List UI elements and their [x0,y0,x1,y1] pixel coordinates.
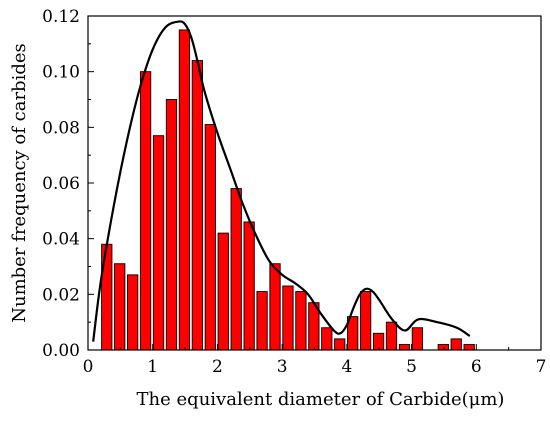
bar [321,327,333,351]
bar [334,338,346,351]
bar [372,332,385,351]
bar [191,60,203,351]
fit-curve [92,20,471,342]
x-tick-label: 1 [147,357,158,377]
bar [269,263,281,351]
bar [114,263,126,351]
bar [437,343,449,351]
x-tick-label: 3 [277,357,288,377]
bar [256,291,268,351]
y-tick-label: 0.00 [42,341,80,361]
y-axis-label: Number frequency of carbides [9,43,30,323]
bar [230,188,242,351]
y-tick-label: 0.06 [42,174,80,194]
bar [217,232,229,351]
bar [282,285,294,351]
bar [204,124,216,351]
y-tick-label: 0.04 [42,230,80,250]
x-tick-label: 2 [212,357,223,377]
bar [165,99,178,351]
ticks-layer: 0 1 2 3 4 5 6 7 0.00 0.02 0.04 0.06 0.08 0.10 0.12 [42,7,546,377]
bar [385,321,398,351]
y-tick-label: 0.02 [42,285,80,305]
x-tick-label: 6 [471,357,482,377]
bar [243,221,255,351]
y-tick-label: 0.12 [42,7,80,27]
x-tick-label: 7 [536,357,547,377]
x-tick-label: 5 [406,357,417,377]
bar [139,71,152,351]
y-tick-label: 0.10 [42,63,80,83]
bar [152,135,165,351]
curve-layer [92,20,471,342]
bar [295,291,307,351]
bar [127,274,139,351]
y-tick-label: 0.08 [42,118,80,138]
bar [411,327,424,351]
bar [398,343,411,351]
bar [463,343,475,351]
x-tick-label: 4 [341,357,352,377]
bar [178,29,191,351]
x-axis-label: The equivalent diameter of Carbide(μm) [137,389,505,410]
x-tick-label: 0 [83,357,94,377]
bar [359,291,372,351]
bar [450,338,462,351]
